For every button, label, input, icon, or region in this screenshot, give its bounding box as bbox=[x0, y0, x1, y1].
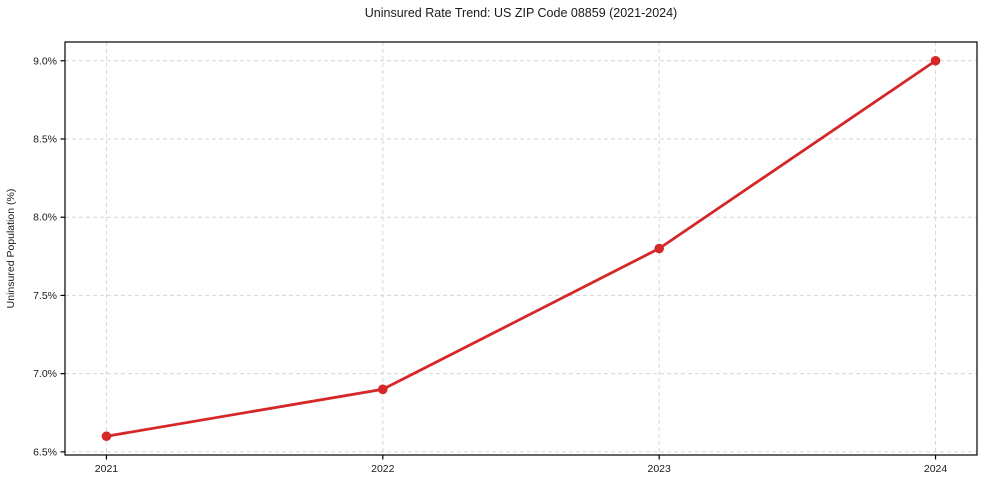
x-tick-label: 2022 bbox=[371, 463, 395, 475]
chart-title: Uninsured Rate Trend: US ZIP Code 08859 … bbox=[364, 6, 678, 20]
y-tick-label: 8.0% bbox=[33, 212, 57, 224]
x-tick-label: 2021 bbox=[95, 463, 119, 475]
y-tick-label: 7.5% bbox=[33, 290, 57, 302]
y-tick-label: 8.5% bbox=[33, 133, 57, 145]
data-point-2022 bbox=[378, 384, 388, 395]
data-point-2024 bbox=[930, 55, 941, 66]
data-point-2023 bbox=[654, 243, 664, 254]
plot-border bbox=[64, 41, 978, 456]
y-tick-label: 7.0% bbox=[33, 368, 57, 380]
trend-line bbox=[105, 59, 937, 438]
x-tick-label: 2024 bbox=[924, 463, 948, 475]
x-tick-label: 2023 bbox=[648, 463, 672, 475]
data-point-2021 bbox=[101, 431, 112, 442]
y-tick-label: 9.0% bbox=[33, 55, 57, 67]
y-axis-label: Uninsured Population (%) bbox=[5, 189, 17, 309]
y-tick-label: 6.5% bbox=[33, 446, 57, 458]
